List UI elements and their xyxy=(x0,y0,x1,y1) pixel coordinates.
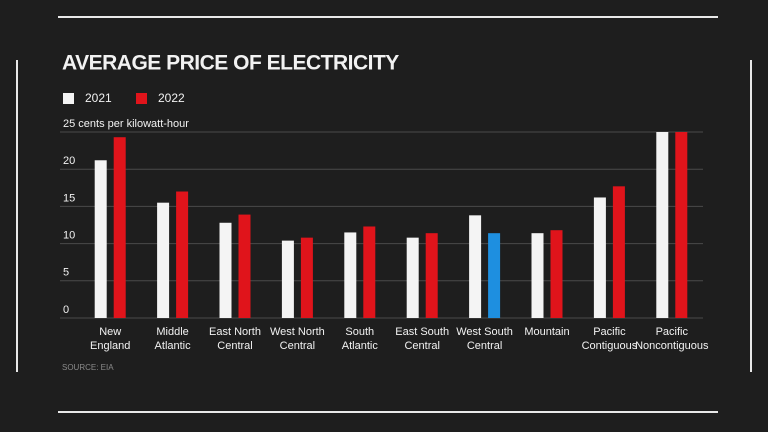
bar xyxy=(300,237,313,318)
bar xyxy=(593,197,606,318)
bar xyxy=(344,232,357,318)
y-tick-label: 0 xyxy=(63,304,69,316)
bar xyxy=(238,214,251,318)
bar xyxy=(469,215,482,318)
legend-swatch xyxy=(63,93,74,104)
legend: 2021 2022 xyxy=(63,91,185,105)
source: SOURCE: EIA xyxy=(62,363,114,372)
bar xyxy=(157,202,170,318)
x-tick-label: New England xyxy=(90,326,130,352)
bar xyxy=(656,132,669,318)
bar xyxy=(219,222,232,318)
x-tick-label: West South Central xyxy=(456,326,513,352)
x-tick-label: East North Central xyxy=(209,326,261,352)
x-tick-label: West North Central xyxy=(270,326,325,352)
x-tick-label: South Atlantic xyxy=(342,326,379,352)
bar xyxy=(176,191,189,318)
x-tick-label: East South Central xyxy=(395,326,449,352)
x-tick-label: Pacific Contiguous xyxy=(582,326,638,352)
bar xyxy=(94,160,107,318)
y-tick-label: 10 xyxy=(63,230,75,242)
x-tick-label: Middle Atlantic xyxy=(155,326,192,352)
x-tick-label: Pacific Noncontiguous xyxy=(635,326,709,352)
bar xyxy=(550,230,563,318)
legend-swatch xyxy=(136,93,147,104)
y-tick-label: 15 xyxy=(63,192,75,204)
bar xyxy=(612,186,625,318)
bar xyxy=(675,132,688,318)
legend-label: 2022 xyxy=(158,91,185,105)
bar xyxy=(363,226,376,318)
bar xyxy=(113,137,126,318)
y-tick-label: 5 xyxy=(63,267,69,279)
chart-title: AVERAGE PRICE OF ELECTRICITY xyxy=(62,52,399,75)
bar xyxy=(281,240,294,318)
y-tick-label: 20 xyxy=(63,155,75,167)
legend-label: 2021 xyxy=(85,91,112,105)
bar xyxy=(406,237,419,318)
bar xyxy=(531,233,544,318)
y-tick-label: 25 cents per kilowatt-hour xyxy=(63,118,189,130)
bar xyxy=(425,233,438,318)
bar xyxy=(488,233,501,318)
x-tick-label: Mountain xyxy=(524,326,569,338)
